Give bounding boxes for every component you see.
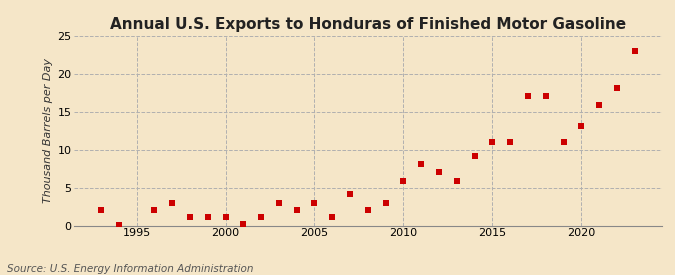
Point — [238, 222, 248, 226]
Point — [505, 140, 516, 144]
Point — [452, 178, 462, 183]
Point — [522, 94, 533, 99]
Point — [629, 49, 640, 53]
Point — [612, 86, 622, 90]
Y-axis label: Thousand Barrels per Day: Thousand Barrels per Day — [43, 58, 53, 203]
Point — [362, 207, 373, 212]
Point — [292, 207, 302, 212]
Point — [113, 222, 124, 227]
Point — [149, 207, 160, 212]
Point — [202, 215, 213, 219]
Point — [273, 200, 284, 205]
Point — [398, 178, 409, 183]
Point — [327, 215, 338, 219]
Point — [433, 170, 444, 175]
Point — [256, 215, 267, 219]
Point — [487, 140, 498, 144]
Point — [416, 162, 427, 166]
Point — [541, 94, 551, 99]
Point — [380, 200, 391, 205]
Point — [345, 192, 356, 197]
Text: Source: U.S. Energy Information Administration: Source: U.S. Energy Information Administ… — [7, 264, 253, 274]
Point — [309, 201, 320, 206]
Point — [558, 140, 569, 144]
Point — [576, 124, 587, 128]
Point — [184, 215, 195, 219]
Point — [594, 103, 605, 107]
Point — [469, 153, 480, 158]
Point — [167, 200, 178, 205]
Title: Annual U.S. Exports to Honduras of Finished Motor Gasoline: Annual U.S. Exports to Honduras of Finis… — [110, 17, 626, 32]
Point — [220, 215, 231, 219]
Point — [96, 208, 107, 213]
